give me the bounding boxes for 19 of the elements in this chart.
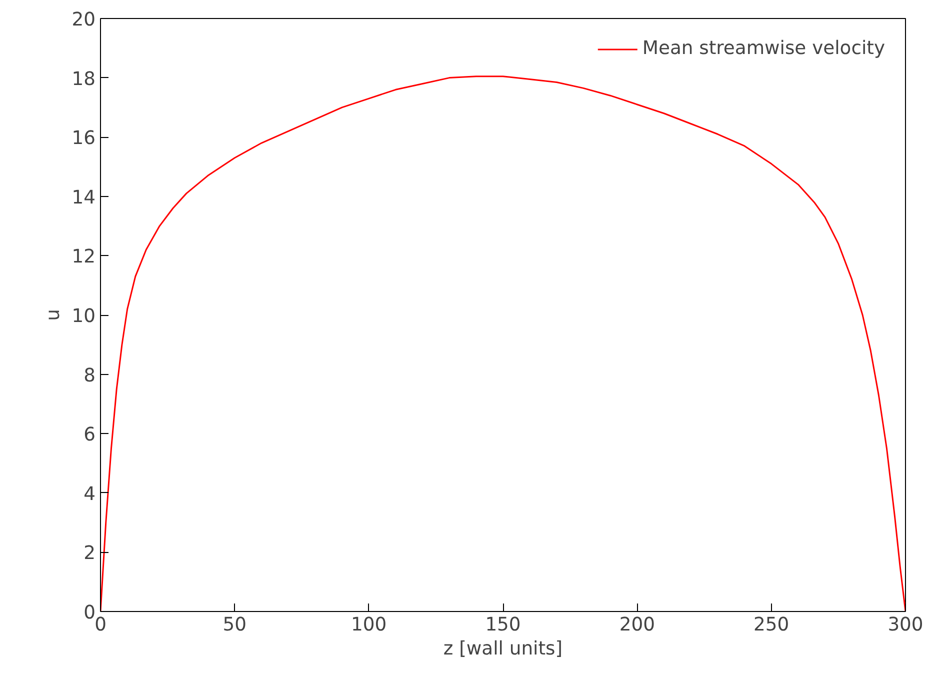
x-tick-label: 150 [485, 614, 521, 636]
legend-label: Mean streamwise velocity [642, 38, 885, 59]
y-tick-label: 12 [72, 246, 96, 268]
x-tick-label: 50 [222, 614, 247, 636]
x-tick-label: 100 [351, 614, 387, 636]
x-tick-label: 300 [888, 614, 924, 636]
x-tick-label: 200 [619, 614, 655, 636]
y-tick-label: 20 [72, 10, 96, 30]
x-axis-title: z [wall units] [443, 638, 563, 660]
y-axis-title: u [42, 309, 64, 321]
y-tick-label: 6 [84, 424, 96, 446]
y-tick-label: 2 [84, 543, 96, 564]
y-tick-label: 8 [84, 365, 96, 386]
y-tick-label: 4 [84, 484, 96, 505]
y-tick-label: 10 [72, 306, 96, 327]
y-tick-label: 18 [72, 68, 96, 90]
x-tick-label: 250 [754, 614, 790, 636]
y-tick-label: 16 [72, 128, 96, 150]
y-tick-label: 14 [72, 187, 96, 208]
